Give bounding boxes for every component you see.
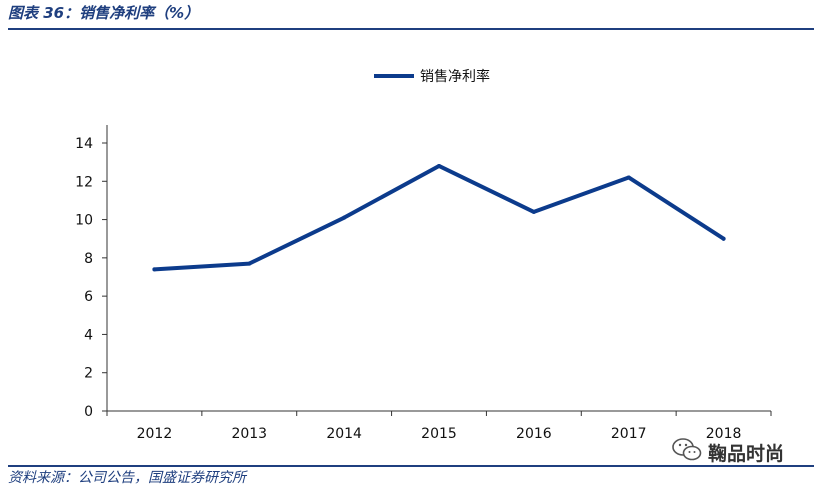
y-tick-label: 0 [84,404,93,420]
data-point [437,163,441,168]
y-tick-label: 14 [75,136,93,152]
data-point [531,209,536,214]
data-point [721,236,726,241]
x-tick-label: 2017 [611,426,647,442]
x-tick-label: 2018 [706,426,742,442]
y-tick-label: 10 [75,213,93,229]
y-tick-label: 12 [75,174,93,190]
data-point [152,267,157,272]
wechat-icon [672,437,702,467]
x-axis-ticks: 2012 2013 2014 2015 2016 2017 2018 [106,411,772,442]
y-tick-label: 6 [84,289,93,305]
y-tick-label: 8 [84,251,93,267]
y-tick-label: 4 [84,327,93,343]
data-point [247,261,252,266]
x-tick-label: 2013 [231,426,267,442]
data-point [626,175,631,180]
watermark-text: 鞠品时尚 [708,442,785,465]
x-tick-label: 2015 [421,426,457,442]
series-group [152,163,726,272]
data-point [342,215,347,220]
legend: 销售净利率 [374,68,490,85]
y-tick-label: 2 [84,366,93,382]
figure-title: 图表 36：销售净利率（%） [8,4,200,22]
footer-divider [8,465,814,467]
source-note: 资料来源：公司公告，国盛证券研究所 [8,470,246,486]
series-line [152,163,726,272]
x-tick-label: 2012 [137,426,173,442]
x-tick-label: 2016 [516,426,552,442]
legend-series-label: 销售净利率 [420,68,490,85]
x-tick-label: 2014 [326,426,362,442]
y-axis-ticks: 0 2 4 6 8 10 12 14 [75,136,107,420]
header-divider [8,28,814,30]
watermark: 鞠品时尚 [672,437,784,467]
